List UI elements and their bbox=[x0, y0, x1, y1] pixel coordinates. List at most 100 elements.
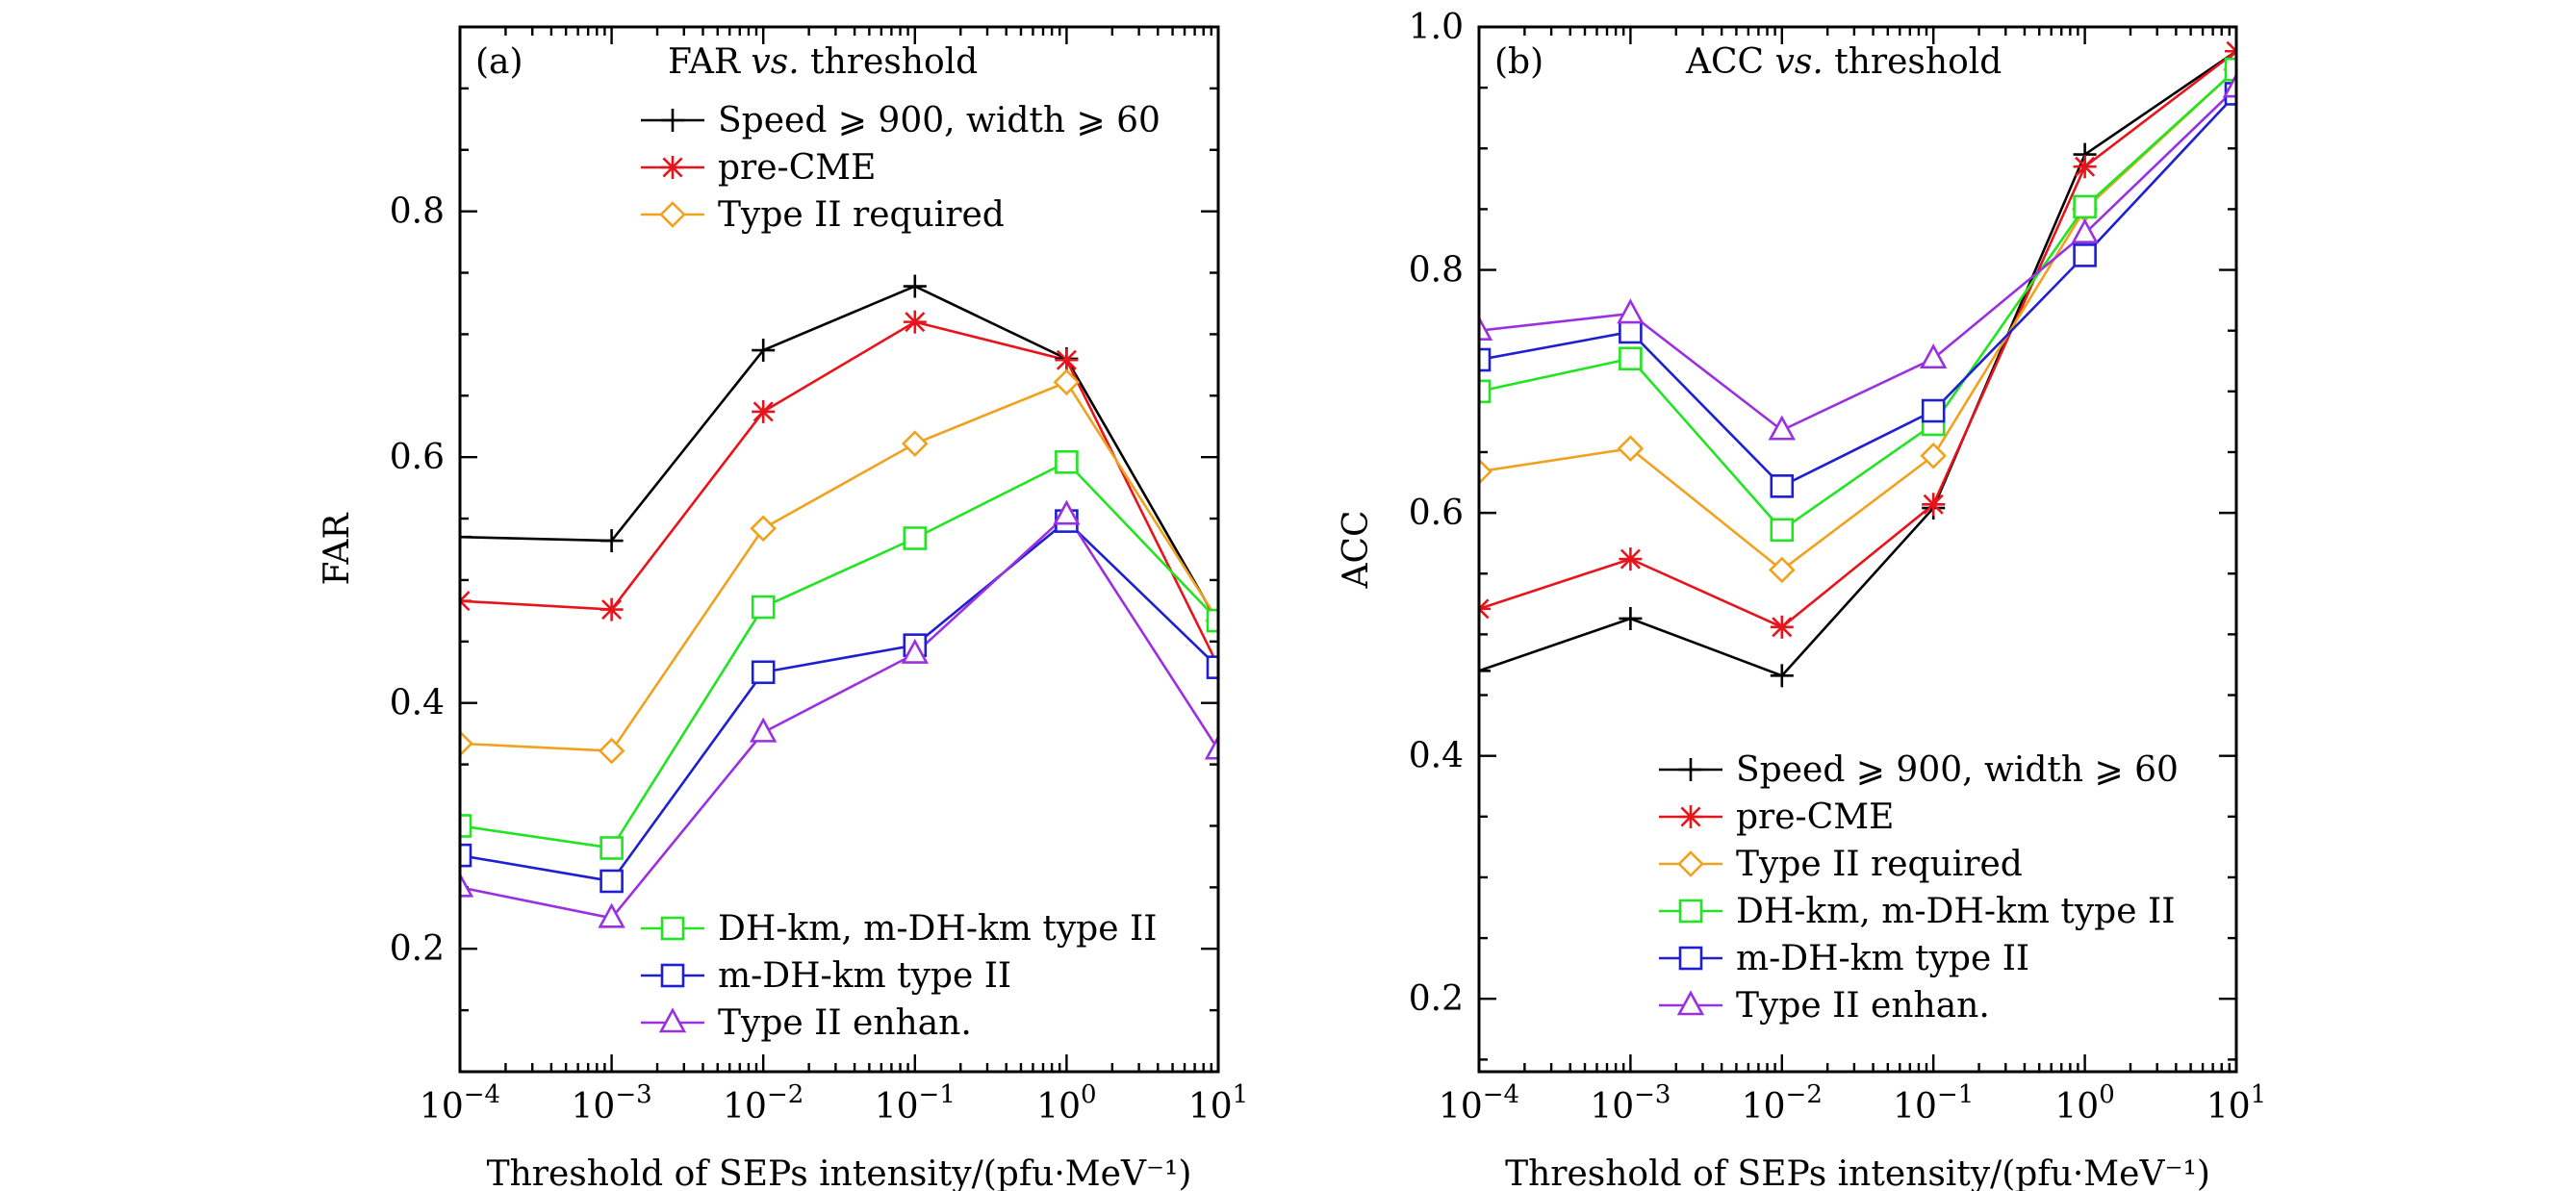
data-point bbox=[1479, 596, 1491, 621]
data-point bbox=[1619, 346, 1643, 371]
legend-item: Type II enhan. bbox=[1659, 986, 1990, 1026]
series-line bbox=[460, 460, 1218, 849]
y-tick-label: 0.4 bbox=[390, 684, 445, 723]
data-point bbox=[460, 525, 472, 549]
x-tick-label: 10−4 bbox=[420, 1080, 500, 1127]
x-axis-label: Threshold of SEPs intensity/(pfu·MeV⁻¹) bbox=[1505, 1154, 2210, 1191]
y-tick-label: 0.6 bbox=[390, 438, 445, 477]
data-point bbox=[460, 872, 474, 898]
data-point bbox=[1768, 556, 1796, 584]
data-point bbox=[1770, 518, 1795, 543]
series-line bbox=[1479, 92, 2236, 488]
legend-item: m-DH-km type II bbox=[641, 956, 1011, 996]
data-point bbox=[599, 836, 624, 860]
legend: Speed ⩾ 900, width ⩾ 60 pre-CME Type II re… bbox=[1659, 750, 2179, 1026]
data-point bbox=[599, 597, 624, 621]
legend-marker bbox=[660, 963, 685, 988]
legend-marker bbox=[1679, 758, 1702, 781]
data-point bbox=[1479, 659, 1491, 683]
data-point bbox=[1922, 493, 1946, 517]
data-point bbox=[2222, 72, 2236, 98]
x-tick-label: 100 bbox=[2054, 1080, 2114, 1127]
panel-b-acc-chart: 10−4 10−3 10−2 10−1 100 101 0.2 0.4 0.6 0.8 1.0 (b)… bbox=[1337, 8, 2266, 1191]
data-point bbox=[1055, 449, 1079, 474]
plot-area bbox=[460, 274, 1218, 928]
data-point bbox=[460, 589, 472, 613]
legend: Speed ⩾ 900, width ⩾ 60 pre-CME Type II re… bbox=[641, 101, 1160, 235]
legend-label: Type II enhan. bbox=[1736, 986, 1990, 1026]
legend-marker bbox=[1676, 990, 1705, 1016]
legend-marker bbox=[1677, 850, 1704, 877]
y-tick-label: 0.4 bbox=[1409, 737, 1464, 776]
legend-item: m-DH-km type II bbox=[1659, 939, 2029, 978]
data-point bbox=[751, 595, 776, 620]
x-tick-label: 10−1 bbox=[1893, 1080, 1974, 1127]
data-point bbox=[1619, 547, 1643, 571]
data-point bbox=[1479, 458, 1492, 486]
legend-item: Speed ⩾ 900, width ⩾ 60 bbox=[1659, 750, 2179, 790]
y-tick-label: 1.0 bbox=[1409, 8, 1464, 47]
legend-item: DH-km, m-DH-km type II bbox=[641, 909, 1157, 949]
legend-label: m-DH-km type II bbox=[718, 956, 1011, 996]
data-point bbox=[1770, 664, 1794, 688]
data-point bbox=[460, 814, 472, 838]
x-tick-label: 101 bbox=[1188, 1080, 1248, 1127]
data-point bbox=[903, 274, 927, 298]
y-tick-label: 0.2 bbox=[390, 929, 445, 969]
panel-a-far-chart: 10−4 10−3 10−2 10−1 100 101 0.2 0.4 0.6 0.8 (a) FAR… bbox=[318, 25, 1248, 1191]
legend-marker bbox=[1678, 946, 1703, 971]
legend-marker bbox=[658, 1007, 687, 1033]
series-line bbox=[1479, 87, 2236, 432]
x-tick-label: 10−3 bbox=[1590, 1080, 1671, 1127]
legend-marker bbox=[661, 156, 684, 179]
data-point bbox=[752, 339, 776, 363]
data-point bbox=[1768, 415, 1796, 441]
data-point bbox=[903, 310, 927, 334]
data-point bbox=[750, 515, 778, 543]
series-line bbox=[1479, 68, 2236, 532]
data-point bbox=[2073, 194, 2097, 219]
data-point bbox=[1053, 368, 1081, 396]
data-point bbox=[1619, 606, 1643, 630]
legend-label: pre-CME bbox=[1736, 798, 1894, 837]
y-tick-label: 0.8 bbox=[1409, 251, 1464, 291]
data-point bbox=[1204, 734, 1218, 760]
x-tick-label: 101 bbox=[2206, 1080, 2266, 1127]
data-point bbox=[751, 660, 776, 685]
series-line bbox=[460, 285, 1218, 624]
data-point bbox=[598, 902, 625, 928]
data-point bbox=[1206, 655, 1218, 679]
legend-item: Type II enhan. bbox=[641, 1003, 972, 1043]
legend-item: Type II required bbox=[641, 195, 1005, 235]
data-point bbox=[1770, 615, 1794, 639]
legend-marker bbox=[659, 201, 686, 228]
data-point bbox=[750, 717, 778, 743]
series-line bbox=[1479, 50, 2236, 677]
y-axis-label: ACC bbox=[1337, 510, 1376, 589]
legend-item: Speed ⩾ 900, width ⩾ 60 bbox=[641, 101, 1160, 140]
legend-item: Type II required bbox=[1659, 845, 2023, 884]
plot-frame bbox=[458, 25, 1220, 1074]
legend-item: DH-km, m-DH-km type II bbox=[1659, 892, 2175, 931]
legend-label: DH-km, m-DH-km type II bbox=[1736, 892, 2175, 931]
series-line bbox=[1479, 50, 2236, 629]
data-point bbox=[1921, 398, 1946, 423]
legend-label: Type II enhan. bbox=[718, 1003, 972, 1043]
data-point bbox=[2073, 155, 2097, 179]
x-tick-label: 10−4 bbox=[1439, 1080, 1519, 1127]
data-point bbox=[460, 730, 473, 757]
x-tick-label: 10−2 bbox=[723, 1080, 803, 1127]
data-point bbox=[460, 843, 472, 868]
series-line bbox=[460, 320, 1218, 667]
legend-marker bbox=[660, 916, 685, 941]
legend-label: m-DH-km type II bbox=[1736, 939, 2029, 978]
data-point bbox=[1053, 499, 1081, 525]
data-point bbox=[599, 529, 624, 553]
data-point bbox=[1617, 435, 1645, 463]
legend-item: pre-CME bbox=[641, 148, 876, 188]
legend-label: DH-km, m-DH-km type II bbox=[718, 909, 1157, 949]
plot-frame bbox=[1477, 25, 2238, 1074]
x-tick-label: 10−1 bbox=[875, 1080, 956, 1127]
legend-label: Type II required bbox=[1736, 845, 2023, 884]
y-tick-label: 0.8 bbox=[390, 192, 445, 232]
